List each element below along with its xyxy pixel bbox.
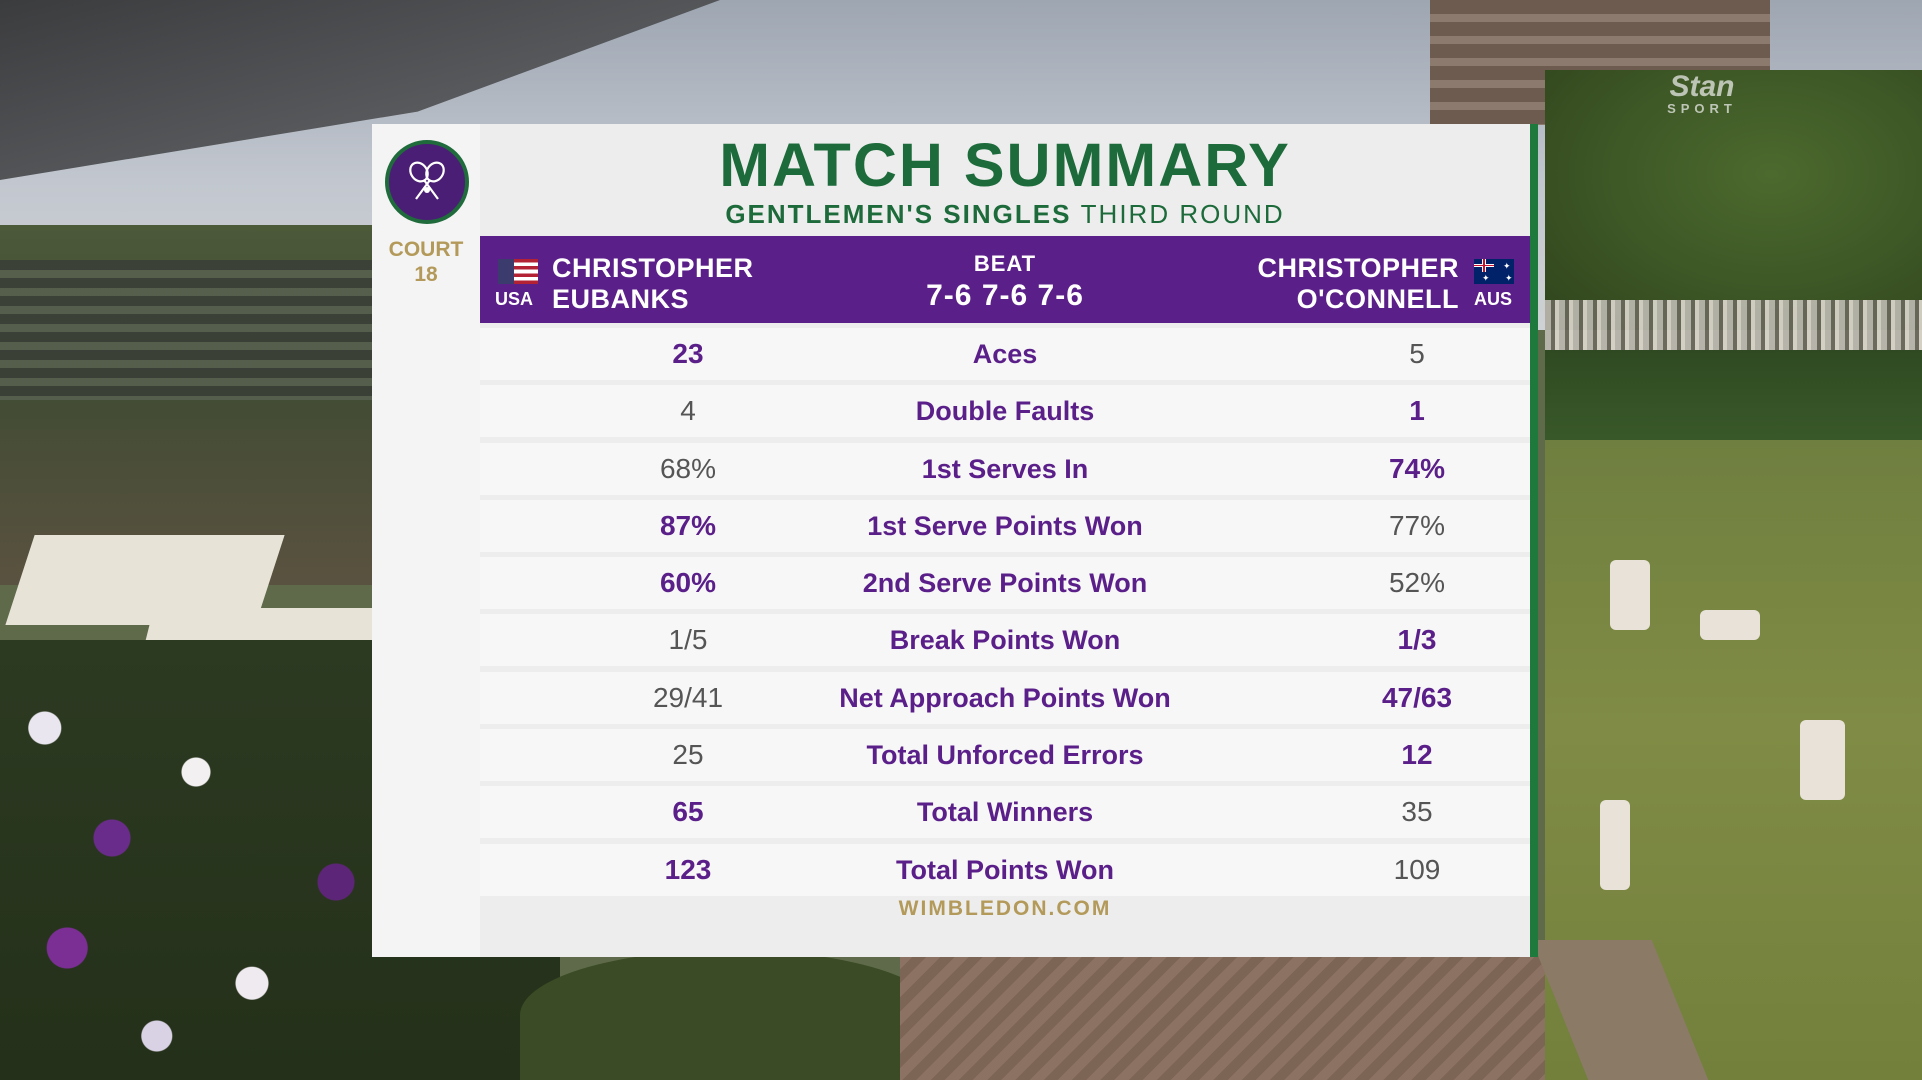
- player2-stat-value: 74%: [1388, 452, 1446, 484]
- player2-stat-value: 1/3: [1397, 624, 1437, 656]
- player2-stat-value: 52%: [1388, 567, 1446, 599]
- stat-row: 123 Total Points Won 109: [480, 843, 1530, 896]
- stat-label: Total Points Won: [896, 854, 1114, 885]
- stat-label: 2nd Serve Points Won: [862, 568, 1148, 599]
- match-score: 7-6 7-6 7-6: [926, 279, 1084, 312]
- player2-stat-value: 1: [1409, 395, 1425, 427]
- match-summary-graphic: COURT 18 MATCH SUMMARY GENTLEMEN'S SINGL…: [372, 124, 1538, 957]
- player2-stat-value: 12: [1401, 739, 1433, 771]
- page-title: MATCH SUMMARY: [719, 131, 1291, 199]
- wimbledon-logo-icon: [385, 140, 469, 224]
- player2-stat-value: 35: [1401, 796, 1433, 828]
- broadcaster-logo: Stan SPORT: [1648, 72, 1756, 116]
- player2-stat-value: 109: [1393, 853, 1441, 885]
- broadcaster-brand: Stan: [1669, 70, 1735, 103]
- sidebar: COURT 18: [372, 124, 480, 957]
- player2-stat-value: 77%: [1388, 509, 1446, 541]
- website-footer: WIMBLEDON.COM: [898, 897, 1112, 920]
- spectator: [1800, 720, 1845, 800]
- trees-right: [1545, 70, 1922, 330]
- event-subtitle: GENTLEMEN'S SINGLES THIRD ROUND: [480, 198, 1530, 230]
- star-icon: ✦: [1503, 261, 1511, 271]
- result-word: BEAT: [973, 251, 1037, 276]
- union-jack-cross: [1474, 259, 1494, 272]
- event-name: GENTLEMEN'S SINGLES: [725, 199, 1072, 229]
- spectator: [1600, 800, 1630, 890]
- players-header: USA CHRISTOPHER EUBANKS BEAT 7-6 7-6 7-6…: [480, 236, 1530, 323]
- player1-stat-value: 25: [672, 739, 704, 771]
- stat-row: 1/5 Break Points Won 1/3: [480, 614, 1530, 667]
- player2-first-name: CHRISTOPHER: [1257, 253, 1459, 283]
- stat-row: 68% 1st Serves In 74%: [480, 442, 1530, 495]
- au-flag-icon: ✦ ✦ ✦: [1474, 259, 1514, 284]
- player2-stat-value: 47/63: [1381, 681, 1453, 713]
- stat-row: 60% 2nd Serve Points Won 52%: [480, 557, 1530, 610]
- player1-last-name: EUBANKS: [552, 284, 690, 314]
- stat-row: 65 Total Winners 35: [480, 786, 1530, 839]
- crossed-rackets-icon: [409, 161, 445, 200]
- stat-label: Aces: [972, 339, 1038, 369]
- player2-country: AUS: [1474, 289, 1513, 309]
- player1-name: CHRISTOPHER EUBANKS: [552, 253, 754, 315]
- player1-stat-value: 60%: [659, 567, 717, 599]
- player1-stat-value: 4: [680, 395, 696, 427]
- hedge: [520, 950, 940, 1080]
- summary-panel: MATCH SUMMARY GENTLEMEN'S SINGLES THIRD …: [480, 124, 1530, 957]
- spectator: [1610, 560, 1650, 630]
- player2-name: CHRISTOPHER O'CONNELL: [1080, 253, 1459, 315]
- stat-label: Net Approach Points Won: [839, 682, 1171, 713]
- broadcaster-sub: SPORT: [1667, 101, 1737, 116]
- stadium-stand: [0, 260, 380, 400]
- stat-label: Break Points Won: [889, 625, 1121, 656]
- stat-row: 25 Total Unforced Errors 12: [480, 729, 1530, 782]
- stat-label: Double Faults: [915, 396, 1095, 427]
- stat-row: 29/41 Net Approach Points Won 47/63: [480, 671, 1530, 724]
- stat-label: Total Unforced Errors: [866, 740, 1144, 771]
- court-number: 18: [414, 263, 438, 286]
- stat-row: 4 Double Faults 1: [480, 385, 1530, 438]
- player1-stat-value: 23: [672, 338, 704, 369]
- stat-label: 1st Serves In: [921, 453, 1089, 484]
- hedge-right: [1545, 350, 1922, 450]
- event-round: THIRD ROUND: [1080, 199, 1285, 229]
- stat-row: 87% 1st Serve Points Won 77%: [480, 499, 1530, 552]
- player1-stat-value: 68%: [659, 452, 717, 484]
- player1-stat-value: 29/41: [652, 681, 724, 713]
- player2-stat-value: 5: [1409, 338, 1425, 369]
- court-label: COURT 18: [372, 237, 480, 287]
- player1-first-name: CHRISTOPHER: [552, 253, 754, 283]
- spectator: [1700, 610, 1760, 640]
- player1-country: USA: [495, 289, 534, 309]
- stat-label: Total Winners: [916, 797, 1094, 828]
- star-icon: ✦: [1505, 273, 1513, 283]
- player1-stat-value: 1/5: [668, 624, 708, 656]
- player1-stat-value: 87%: [659, 509, 717, 541]
- player1-stat-value: 65: [672, 796, 704, 828]
- stat-row: 23 Aces 5: [480, 328, 1530, 380]
- star-icon: ✦: [1482, 273, 1490, 283]
- stats-table: 23 Aces 5 4 Double Faults 1 68% 1st Serves In 74…: [480, 328, 1530, 901]
- paved-walkway: [900, 955, 1600, 1080]
- stat-label: 1st Serve Points Won: [867, 510, 1143, 541]
- player2-last-name: O'CONNELL: [1296, 284, 1459, 314]
- player1-stat-value: 123: [664, 853, 712, 885]
- court-word: COURT: [388, 238, 464, 261]
- accent-bar: [1530, 124, 1538, 957]
- us-flag-icon: [498, 259, 538, 284]
